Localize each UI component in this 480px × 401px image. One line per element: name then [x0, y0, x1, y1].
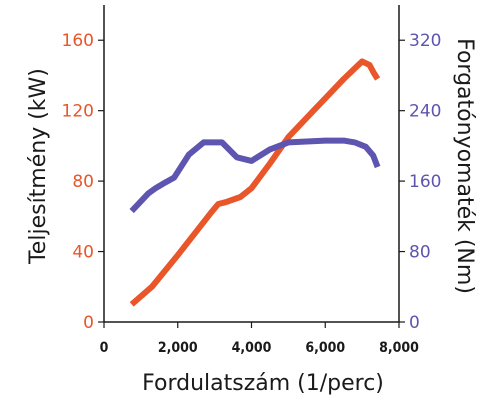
left-tick-label: 80 — [72, 172, 94, 192]
x-tick-label: 2,000 — [158, 340, 198, 356]
right-axis-ticks: 0 80 160 240 320 — [399, 31, 441, 333]
right-tick-label: 240 — [409, 102, 441, 122]
x-tick-label: 8,000 — [379, 340, 419, 356]
right-tick-label: 0 — [409, 313, 420, 333]
torque-curve-line — [129, 137, 381, 214]
right-tick-label: 320 — [409, 31, 441, 51]
x-tick-label: 4,000 — [232, 340, 272, 356]
power-curve-line — [129, 58, 381, 307]
right-tick-label: 80 — [409, 243, 431, 263]
left-tick-label: 120 — [62, 102, 94, 122]
right-axis-title: Forgatónyomaték (Nm) — [452, 38, 477, 294]
left-tick-label: 40 — [72, 243, 94, 263]
left-axis-title: Teljesítmény (kW) — [26, 68, 51, 265]
x-tick-label: 0 — [100, 340, 109, 356]
x-tick-label: 6,000 — [305, 340, 345, 356]
series-layer — [129, 58, 381, 307]
left-tick-label: 160 — [62, 31, 94, 51]
left-tick-label: 0 — [83, 313, 94, 333]
x-axis-ticks: 0 2,000 4,000 6,000 8,000 — [100, 322, 419, 356]
left-axis-ticks: 0 40 80 120 160 — [62, 31, 104, 333]
right-tick-label: 160 — [409, 172, 441, 192]
x-axis-title: Fordulatszám (1/perc) — [142, 371, 384, 396]
